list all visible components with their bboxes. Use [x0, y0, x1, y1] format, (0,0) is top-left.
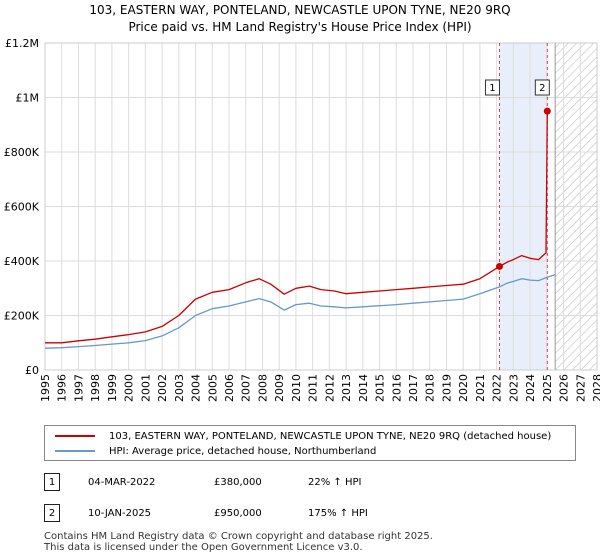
transaction-date: 04-MAR-2022 — [88, 477, 156, 488]
y-tick-label: £800K — [4, 146, 40, 159]
legend-item-hpi: HPI: Average price, detached house, Nort… — [55, 445, 376, 459]
legend-label-property: 103, EASTERN WAY, PONTELAND, NEWCASTLE U… — [109, 431, 552, 442]
x-tick-label: 2002 — [156, 374, 169, 402]
x-tick-label: 2027 — [574, 374, 587, 402]
x-tick-label: 2019 — [440, 374, 453, 402]
x-tick-label: 2024 — [524, 374, 537, 402]
sale-label: 1 — [489, 83, 495, 94]
legend-line-property — [55, 435, 95, 437]
y-tick-label: £200K — [4, 310, 40, 323]
plot-border — [44, 42, 598, 371]
sale-label: 2 — [539, 83, 545, 94]
property-price-line — [45, 111, 548, 344]
y-tick-label: £600K — [4, 201, 40, 214]
x-tick-label: 2001 — [139, 374, 152, 402]
x-tick-label: 2009 — [273, 374, 286, 402]
x-tick-label: 2022 — [491, 374, 504, 402]
y-tick-label: £400K — [4, 255, 40, 268]
transaction-row: 1 04-MAR-2022 £380,000 22% ↑ HPI — [44, 473, 444, 493]
transaction-hpi-change: 175% ↑ HPI — [308, 508, 368, 519]
sale-label-box — [484, 79, 500, 96]
x-tick-label: 2008 — [256, 374, 269, 402]
hpi-line — [44, 273, 556, 349]
x-tick-label: 1996 — [56, 374, 69, 402]
transaction-price: £950,000 — [214, 508, 262, 519]
x-tick-label: 1997 — [72, 374, 85, 402]
x-tick-label: 2020 — [457, 374, 470, 402]
sale-point — [495, 262, 503, 270]
x-tick-label: 1999 — [106, 374, 119, 402]
x-tick-label: 2021 — [474, 374, 487, 402]
x-tick-label: 2026 — [558, 374, 571, 402]
sale-label-box — [534, 79, 550, 96]
x-tick-label: 2025 — [541, 374, 554, 402]
x-tick-label: 1995 — [39, 374, 52, 402]
x-tick-label: 2023 — [507, 374, 520, 402]
price-chart: 103, EASTERN WAY, PONTELAND, NEWCASTLE U… — [4, 3, 600, 402]
transaction-price: £380,000 — [214, 477, 262, 488]
x-tick-label: 2012 — [323, 374, 336, 402]
footer-line-2: This data is licensed under the Open Gov… — [44, 542, 363, 553]
x-tick-label: 2010 — [290, 374, 303, 402]
x-tick-label: 2000 — [123, 374, 136, 402]
x-tick-label: 2003 — [173, 374, 186, 402]
y-tick-label: £1.2M — [5, 37, 39, 50]
sale-point — [543, 107, 551, 115]
x-tick-label: 2013 — [340, 374, 353, 402]
x-tick-label: 2014 — [357, 374, 370, 402]
x-tick-label: 2006 — [223, 374, 236, 402]
x-tick-label: 2004 — [190, 374, 203, 402]
x-tick-label: 2007 — [240, 374, 253, 402]
transaction-row: 2 10-JAN-2025 £950,000 175% ↑ HPI — [44, 504, 444, 524]
footer-note: Contains HM Land Registry data © Crown c… — [44, 531, 433, 553]
legend-label-hpi: HPI: Average price, detached house, Nort… — [109, 446, 377, 457]
y-tick-label: £1M — [16, 92, 40, 105]
chart-legend: 103, EASTERN WAY, PONTELAND, NEWCASTLE U… — [44, 425, 576, 461]
chart-title: 103, EASTERN WAY, PONTELAND, NEWCASTLE U… — [89, 3, 510, 17]
x-tick-label: 2016 — [390, 374, 403, 402]
legend-item-property: 103, EASTERN WAY, PONTELAND, NEWCASTLE U… — [55, 430, 551, 444]
x-tick-label: 1998 — [89, 374, 102, 402]
x-tick-label: 2011 — [307, 374, 320, 402]
x-tick-label: 2015 — [374, 374, 387, 402]
x-tick-label: 2018 — [424, 374, 437, 402]
transaction-date: 10-JAN-2025 — [88, 508, 152, 519]
transaction-badge: 1 — [44, 473, 60, 491]
y-tick-label: £0 — [25, 364, 39, 377]
x-tick-label: 2005 — [206, 374, 219, 402]
x-tick-label: 2017 — [407, 374, 420, 402]
chart-subtitle: Price paid vs. HM Land Registry's House … — [128, 20, 471, 34]
x-tick-label: 2028 — [591, 374, 600, 402]
footer-line-1: Contains HM Land Registry data © Crown c… — [44, 531, 433, 542]
legend-line-hpi — [55, 450, 95, 452]
transaction-badge: 2 — [44, 504, 60, 522]
transaction-hpi-change: 22% ↑ HPI — [308, 477, 362, 488]
